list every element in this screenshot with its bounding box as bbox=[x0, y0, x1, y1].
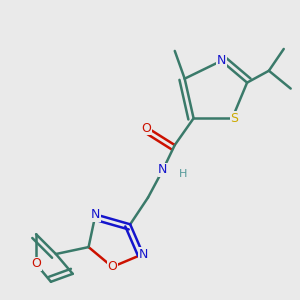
Text: O: O bbox=[31, 257, 41, 270]
Text: N: N bbox=[217, 54, 226, 67]
Text: N: N bbox=[138, 248, 148, 260]
Text: H: H bbox=[178, 169, 187, 179]
Text: N: N bbox=[158, 163, 168, 176]
Text: O: O bbox=[107, 260, 117, 273]
Text: O: O bbox=[141, 122, 151, 135]
Text: S: S bbox=[230, 112, 238, 125]
Text: N: N bbox=[91, 208, 100, 221]
